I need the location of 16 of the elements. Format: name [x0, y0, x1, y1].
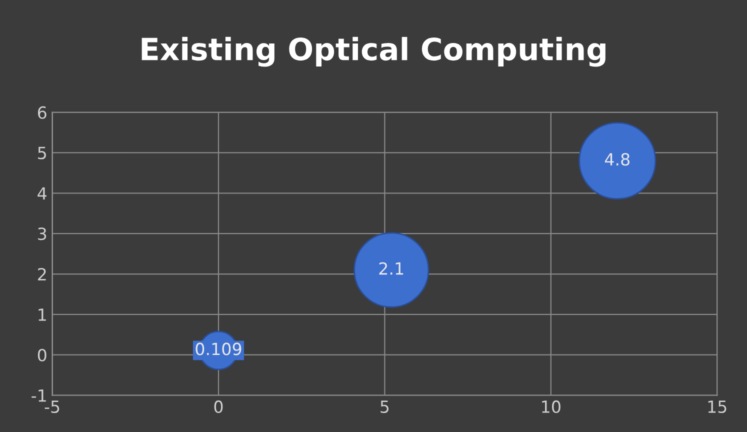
y-tick-label: 3: [38, 228, 46, 240]
x-tick-label: 15: [708, 400, 726, 414]
y-tick-label: 1: [38, 308, 46, 321]
x-tick-label: 5: [380, 400, 389, 414]
y-tick-label: 4: [38, 187, 46, 200]
data-label: 2.1: [379, 262, 404, 275]
x-tick-label: -5: [44, 400, 60, 414]
x-tick-label: 10: [542, 400, 560, 414]
y-tick-label: 2: [38, 268, 46, 280]
y-tick-label: -1: [32, 389, 46, 402]
y-tick-label: 5: [38, 146, 46, 160]
chart-title: Existing Optical Computing: [142, 36, 606, 67]
data-label: 4.8: [604, 153, 630, 166]
x-tick-label: 0: [214, 400, 223, 414]
y-tick-label: 6: [38, 106, 46, 119]
y-tick-label: 0: [38, 348, 46, 362]
